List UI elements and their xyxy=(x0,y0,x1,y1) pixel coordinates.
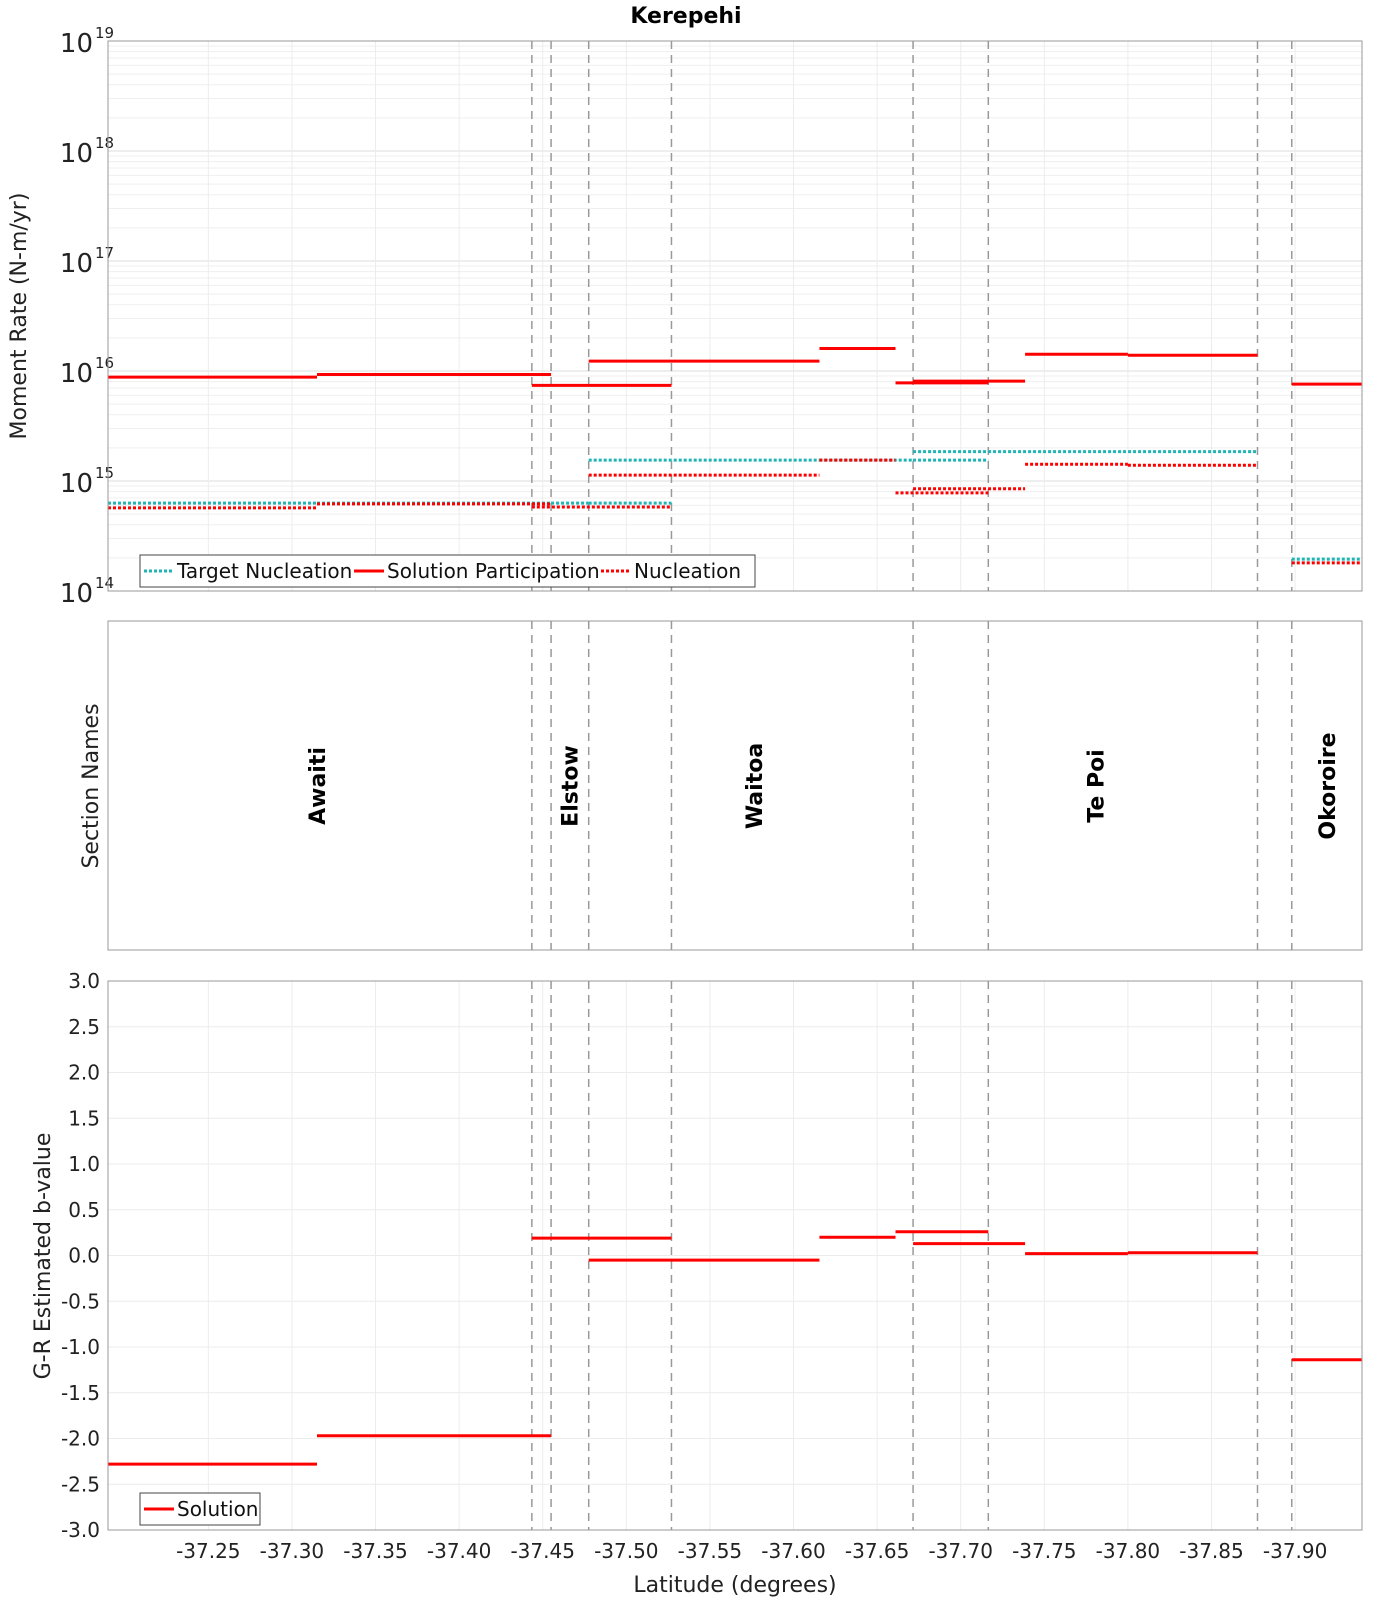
moment-y-axis-label: Moment Rate (N-m/yr) xyxy=(7,193,32,440)
section-names-panel: Awaiti Elstow Waitoa Te Poi Okoroire Section… xyxy=(79,620,1363,951)
bvalue-y-tick-label: 0.0 xyxy=(68,1244,100,1268)
moment-y-tick-label: 10 xyxy=(60,469,93,499)
x-tick-label: -37.40 xyxy=(427,1539,491,1563)
chart-title: Kerepehi xyxy=(630,4,741,29)
x-tick-label: -37.30 xyxy=(260,1539,324,1563)
bvalue-y-tick-label: 2.5 xyxy=(68,1015,100,1039)
moment-gridlines xyxy=(108,41,1362,592)
legend-label: Nucleation xyxy=(634,559,741,583)
bvalue-legend: Solution xyxy=(139,1492,261,1526)
section-name-labels: Awaiti Elstow Waitoa Te Poi Okoroire xyxy=(306,732,1341,839)
bvalue-y-axis-label: G-R Estimated b-value xyxy=(31,1133,56,1380)
x-axis-ticks: -37.25 -37.30 -37.35 -37.40 -37.45 -37.50 -37.… xyxy=(176,1539,1327,1563)
moment-y-tick-exponent: 14 xyxy=(95,574,114,592)
moment-y-tick-exponent: 17 xyxy=(95,244,114,262)
moment-y-tick-exponent: 18 xyxy=(95,134,114,152)
x-tick-label: -37.60 xyxy=(761,1539,825,1563)
sections-plot-frame xyxy=(107,620,1363,951)
legend-label: Target Nucleation xyxy=(176,559,352,583)
moment-y-tick-exponent: 16 xyxy=(95,354,114,372)
b-value-panel: 3.0 2.5 2.0 1.5 1.0 0.5 0.0 -0.5 -1.0 -1.5 -2.0 -2.… xyxy=(31,969,1363,1542)
x-axis-label: Latitude (degrees) xyxy=(633,1573,836,1598)
legend-box xyxy=(139,554,756,588)
sections-plot-area xyxy=(108,621,1362,950)
moment-y-tick-label: 10 xyxy=(60,579,93,609)
moment-y-tick-label: 10 xyxy=(60,249,93,279)
bvalue-y-tick-label: 2.0 xyxy=(68,1061,100,1085)
moment-section-boundaries xyxy=(531,41,1293,591)
moment-series-lines xyxy=(108,347,1362,565)
section-name-label: Okoroire xyxy=(1316,732,1341,839)
moment-y-tick-exponent: 19 xyxy=(95,24,114,42)
bvalue-y-tick-label: -1.0 xyxy=(61,1335,100,1359)
x-tick-label: -37.70 xyxy=(928,1539,992,1563)
moment-plot-area xyxy=(108,41,1362,591)
moment-plot-frame xyxy=(107,40,1363,592)
bvalue-y-tick-label: -0.5 xyxy=(61,1289,100,1313)
moment-y-tick-label: 10 xyxy=(60,29,93,59)
bvalue-y-ticks: 3.0 2.5 2.0 1.5 1.0 0.5 0.0 -0.5 -1.0 -1.5 -2.0 -2.… xyxy=(61,969,100,1542)
x-tick-label: -37.55 xyxy=(678,1539,742,1563)
bvalue-y-tick-label: 1.0 xyxy=(68,1152,100,1176)
sections-y-axis-label: Section Names xyxy=(79,703,104,868)
moment-y-tick-exponent: 15 xyxy=(95,464,114,482)
moment-legend: Target Nucleation Solution Participation N… xyxy=(139,554,756,588)
x-tick-label: -37.80 xyxy=(1096,1539,1160,1563)
bvalue-series-lines xyxy=(108,1230,1362,1466)
x-tick-label: -37.35 xyxy=(343,1539,407,1563)
section-name-label: Te Poi xyxy=(1084,749,1109,822)
legend-label: Solution Participation xyxy=(387,559,600,583)
section-name-label: Waitoa xyxy=(743,743,768,829)
bvalue-plot-frame xyxy=(107,980,1363,1531)
bvalue-y-tick-label: 1.5 xyxy=(68,1106,100,1130)
bvalue-y-tick-label: 3.0 xyxy=(68,969,100,993)
x-tick-label: -37.90 xyxy=(1263,1539,1327,1563)
bvalue-y-tick-label: -2.5 xyxy=(61,1472,100,1496)
section-name-label: Elstow xyxy=(558,745,583,827)
x-tick-label: -37.75 xyxy=(1012,1539,1076,1563)
bvalue-section-boundaries xyxy=(531,981,1293,1530)
bvalue-y-tick-label: -3.0 xyxy=(61,1518,100,1542)
bvalue-y-tick-label: -2.0 xyxy=(61,1427,100,1451)
x-tick-label: -37.50 xyxy=(594,1539,658,1563)
moment-y-tick-label: 10 xyxy=(60,359,93,389)
x-tick-label: -37.45 xyxy=(510,1539,574,1563)
bvalue-y-tick-label: -1.5 xyxy=(61,1381,100,1405)
x-tick-label: -37.65 xyxy=(845,1539,909,1563)
legend-label: Solution xyxy=(177,1497,258,1521)
moment-y-tick-label: 10 xyxy=(60,139,93,169)
bvalue-y-tick-label: 0.5 xyxy=(68,1198,100,1222)
section-name-label: Awaiti xyxy=(306,747,331,825)
x-tick-label: -37.25 xyxy=(176,1539,240,1563)
x-tick-label: -37.85 xyxy=(1179,1539,1243,1563)
